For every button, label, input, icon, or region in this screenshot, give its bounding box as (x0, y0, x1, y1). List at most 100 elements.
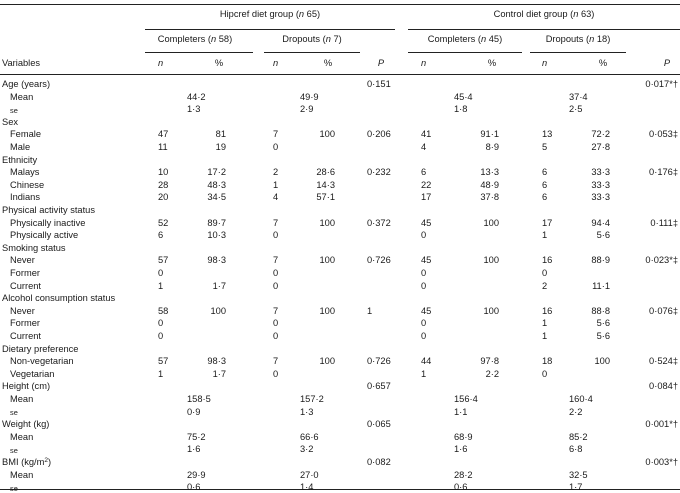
count-cell: 17 (421, 192, 432, 203)
mean-cell: 2·5 (569, 104, 583, 115)
count-cell: 7 (273, 217, 279, 228)
mean-cell: 66·6 (300, 431, 319, 442)
row-label: se (10, 105, 18, 115)
mean-cell: 1·3 (187, 104, 201, 115)
row-label: Indians (10, 192, 40, 203)
p-column-heading: P (377, 58, 385, 68)
header-rule (0, 74, 680, 75)
row-label: se (10, 408, 18, 418)
count-cell: 0 (273, 318, 279, 329)
count-cell: 1 (542, 331, 548, 341)
count-cell: 0 (421, 280, 427, 291)
row-label: Male (10, 142, 31, 152)
count-cell: 4 (421, 142, 427, 152)
mean-cell: 75·2 (187, 431, 206, 442)
percent-cell: 13·3 (480, 167, 499, 178)
mean-cell: 156·4 (454, 394, 478, 404)
percent-cell: 88·9 (591, 255, 610, 266)
count-cell: 0 (421, 331, 427, 341)
count-cell: 45 (421, 255, 432, 266)
count-cell: 0 (421, 268, 427, 278)
mean-cell: 1·7 (569, 482, 583, 493)
row-label: Former (10, 268, 40, 278)
percent-cell: 98·3 (207, 255, 226, 266)
subgroup-heading: Completers (n 45) (427, 34, 503, 44)
percent-cell: 28·6 (316, 167, 335, 178)
percent-cell: 94·4 (591, 217, 610, 228)
group1-rule (145, 29, 395, 30)
count-cell: 0 (273, 142, 279, 152)
p-value-cell: 0·082 (367, 457, 391, 467)
row-label: Current (10, 331, 42, 341)
percent-cell: 1·7 (212, 280, 226, 291)
p-value-cell: 0·017*† (645, 79, 678, 89)
count-cell: 0 (421, 318, 427, 329)
n-column-heading: n (421, 58, 427, 68)
count-cell: 0 (273, 268, 279, 278)
count-cell: 6 (542, 179, 548, 190)
count-cell: 16 (542, 305, 553, 316)
p-value-cell: 0·151 (367, 79, 391, 89)
sub2-rule (264, 52, 360, 53)
percent-cell: 72·2 (591, 129, 610, 140)
count-cell: 7 (273, 255, 279, 266)
count-cell: 1 (542, 318, 548, 329)
mean-cell: 2·2 (569, 406, 583, 417)
mean-cell: 1·3 (300, 406, 314, 417)
count-cell: 52 (158, 217, 169, 228)
p-value-cell: 0·111‡ (650, 217, 678, 228)
count-cell: 20 (158, 192, 169, 203)
count-cell: 0 (542, 368, 548, 379)
mean-cell: 0·6 (187, 482, 201, 493)
percent-cell: 81 (215, 129, 226, 140)
row-label: Height (cm) (2, 381, 51, 392)
percent-cell: 5·6 (596, 230, 610, 241)
count-cell: 41 (421, 129, 432, 140)
count-cell: 0 (421, 230, 427, 241)
row-label: Mean (10, 394, 34, 404)
row-label: Mean (10, 469, 34, 480)
mean-cell: 160·4 (569, 394, 593, 404)
row-label: Malays (10, 167, 40, 178)
percent-cell: 27·8 (591, 142, 610, 152)
percent-cell: 100 (319, 217, 335, 228)
count-cell: 4 (273, 192, 279, 203)
count-cell: 2 (542, 280, 548, 291)
mean-cell: 6·8 (569, 444, 583, 455)
p-value-cell: 0·726 (367, 356, 391, 367)
percent-cell: 98·3 (207, 356, 226, 367)
row-label: Physically inactive (10, 217, 86, 228)
row-label: Non-vegetarian (10, 356, 74, 367)
count-cell: 1 (273, 179, 279, 190)
p-value-cell: 0·206 (367, 129, 391, 140)
mean-cell: 32·5 (569, 469, 588, 480)
percent-cell: 88·8 (591, 305, 610, 316)
mean-cell: 68·9 (454, 431, 473, 442)
row-label: se (10, 445, 18, 455)
p-value-cell: 0·657 (367, 381, 391, 392)
count-cell: 6 (542, 167, 548, 178)
count-cell: 0 (158, 331, 164, 341)
mean-cell: 0·9 (187, 406, 201, 417)
percent-cell: 33·3 (591, 167, 610, 178)
mean-cell: 2·9 (300, 104, 314, 115)
row-label: BMI (kg/m2) (2, 457, 52, 467)
count-cell: 58 (158, 305, 169, 316)
count-cell: 1 (421, 368, 427, 379)
percent-column-heading: % (214, 58, 224, 68)
sub1-rule (145, 52, 253, 53)
mean-cell: 157·2 (300, 394, 324, 404)
percent-cell: 33·3 (591, 192, 610, 203)
mean-cell: 45·4 (454, 91, 473, 102)
count-cell: 0 (158, 318, 164, 329)
count-cell: 7 (273, 129, 279, 140)
row-label: Dietary preference (2, 343, 79, 354)
percent-cell: 100 (483, 255, 499, 266)
p-value-cell: 0·372 (367, 217, 391, 228)
percent-cell: 5·6 (596, 331, 610, 341)
percent-column-heading: % (487, 58, 497, 68)
count-cell: 45 (421, 305, 432, 316)
percent-cell: 33·3 (591, 179, 610, 190)
percent-cell: 48·9 (480, 179, 499, 190)
count-cell: 1 (542, 230, 548, 241)
